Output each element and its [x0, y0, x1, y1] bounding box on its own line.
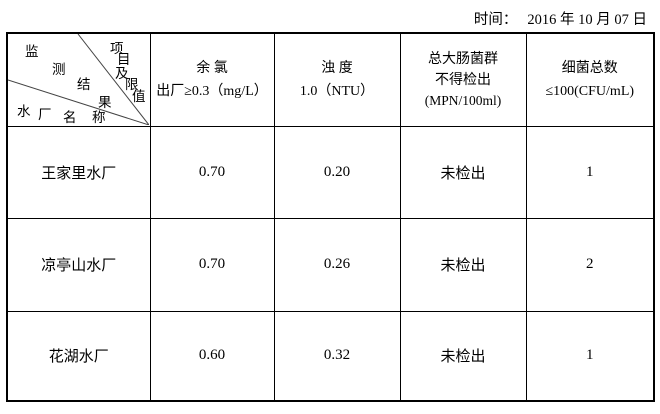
table-row: 花湖水厂 0.60 0.32 未检出 1 — [6, 310, 655, 402]
value-cell: 0.70 — [149, 125, 275, 219]
row-name-cell: 凉亭山水厂 — [6, 217, 151, 312]
column-unit: (MPN/100ml) — [424, 92, 502, 108]
value-cell: 0.32 — [273, 310, 401, 402]
diagonal-char: 称 — [92, 110, 106, 125]
diagonal-char: 水 — [17, 104, 31, 119]
column-limit: 出厂≥0.3（mg/L） — [156, 83, 268, 99]
value-cell: 2 — [525, 217, 655, 312]
diagonal-char: 监 — [25, 44, 39, 59]
column-title: 细菌总数 — [561, 60, 618, 76]
column-header-turbidity: 浊 度 1.0（NTU） — [273, 32, 401, 127]
diagonal-char: 项 — [110, 41, 124, 56]
diagonal-char: 限 — [125, 77, 139, 92]
column-limit: 1.0（NTU） — [299, 83, 375, 99]
value-cell: 1 — [525, 125, 655, 219]
column-title: 浊 度 — [321, 60, 353, 76]
value-cell: 1 — [525, 310, 655, 402]
column-limit: 不得检出 — [435, 72, 491, 88]
report-time: 时间： 2016 年 10 月 07 日 — [474, 8, 647, 29]
water-quality-table: 监 测 结 果 项 目 及 限 值 水 厂 名 称 余 氯 出厂≥0.3（mg/… — [6, 32, 655, 402]
table-row: 凉亭山水厂 0.70 0.26 未检出 2 — [6, 217, 655, 312]
time-label: 时间： — [473, 12, 518, 28]
diagonal-char: 测 — [52, 62, 66, 77]
value-cell: 未检出 — [399, 310, 527, 402]
diagonal-header-cell: 监 测 结 果 项 目 及 限 值 水 厂 名 称 — [6, 32, 151, 127]
value-cell: 未检出 — [399, 217, 527, 312]
diagonal-char: 名 — [63, 110, 77, 125]
column-title: 余 氯 — [196, 60, 228, 76]
diagonal-char: 果 — [98, 95, 112, 110]
time-value: 2016 年 10 月 07 日 — [527, 12, 647, 28]
column-header-total-coliforms: 总大肠菌群 不得检出 (MPN/100ml) — [399, 32, 527, 127]
table-row: 王家里水厂 0.70 0.20 未检出 1 — [6, 125, 655, 219]
diagonal-header: 监 测 结 果 项 目 及 限 值 水 厂 名 称 — [8, 34, 149, 125]
row-name-cell: 花湖水厂 — [6, 310, 151, 402]
value-cell: 未检出 — [399, 125, 527, 219]
value-cell: 0.20 — [273, 125, 401, 219]
column-header-bacteria-count: 细菌总数 ≤100(CFU/mL) — [525, 32, 655, 127]
column-header-residual-chlorine: 余 氯 出厂≥0.3（mg/L） — [149, 32, 275, 127]
column-title: 总大肠菌群 — [428, 51, 498, 67]
diagonal-char: 及 — [115, 66, 129, 81]
header-row: 监 测 结 果 项 目 及 限 值 水 厂 名 称 余 氯 出厂≥0.3（mg/… — [6, 32, 655, 127]
diagonal-char: 值 — [132, 89, 146, 104]
diagonal-char: 厂 — [38, 107, 52, 122]
column-limit: ≤100(CFU/mL) — [545, 83, 635, 99]
row-name-cell: 王家里水厂 — [6, 125, 151, 219]
diagonal-lines — [8, 34, 149, 125]
value-cell: 0.26 — [273, 217, 401, 312]
diagonal-char: 目 — [117, 52, 131, 67]
value-cell: 0.70 — [149, 217, 275, 312]
diagonal-char: 结 — [77, 77, 91, 92]
value-cell: 0.60 — [149, 310, 275, 402]
